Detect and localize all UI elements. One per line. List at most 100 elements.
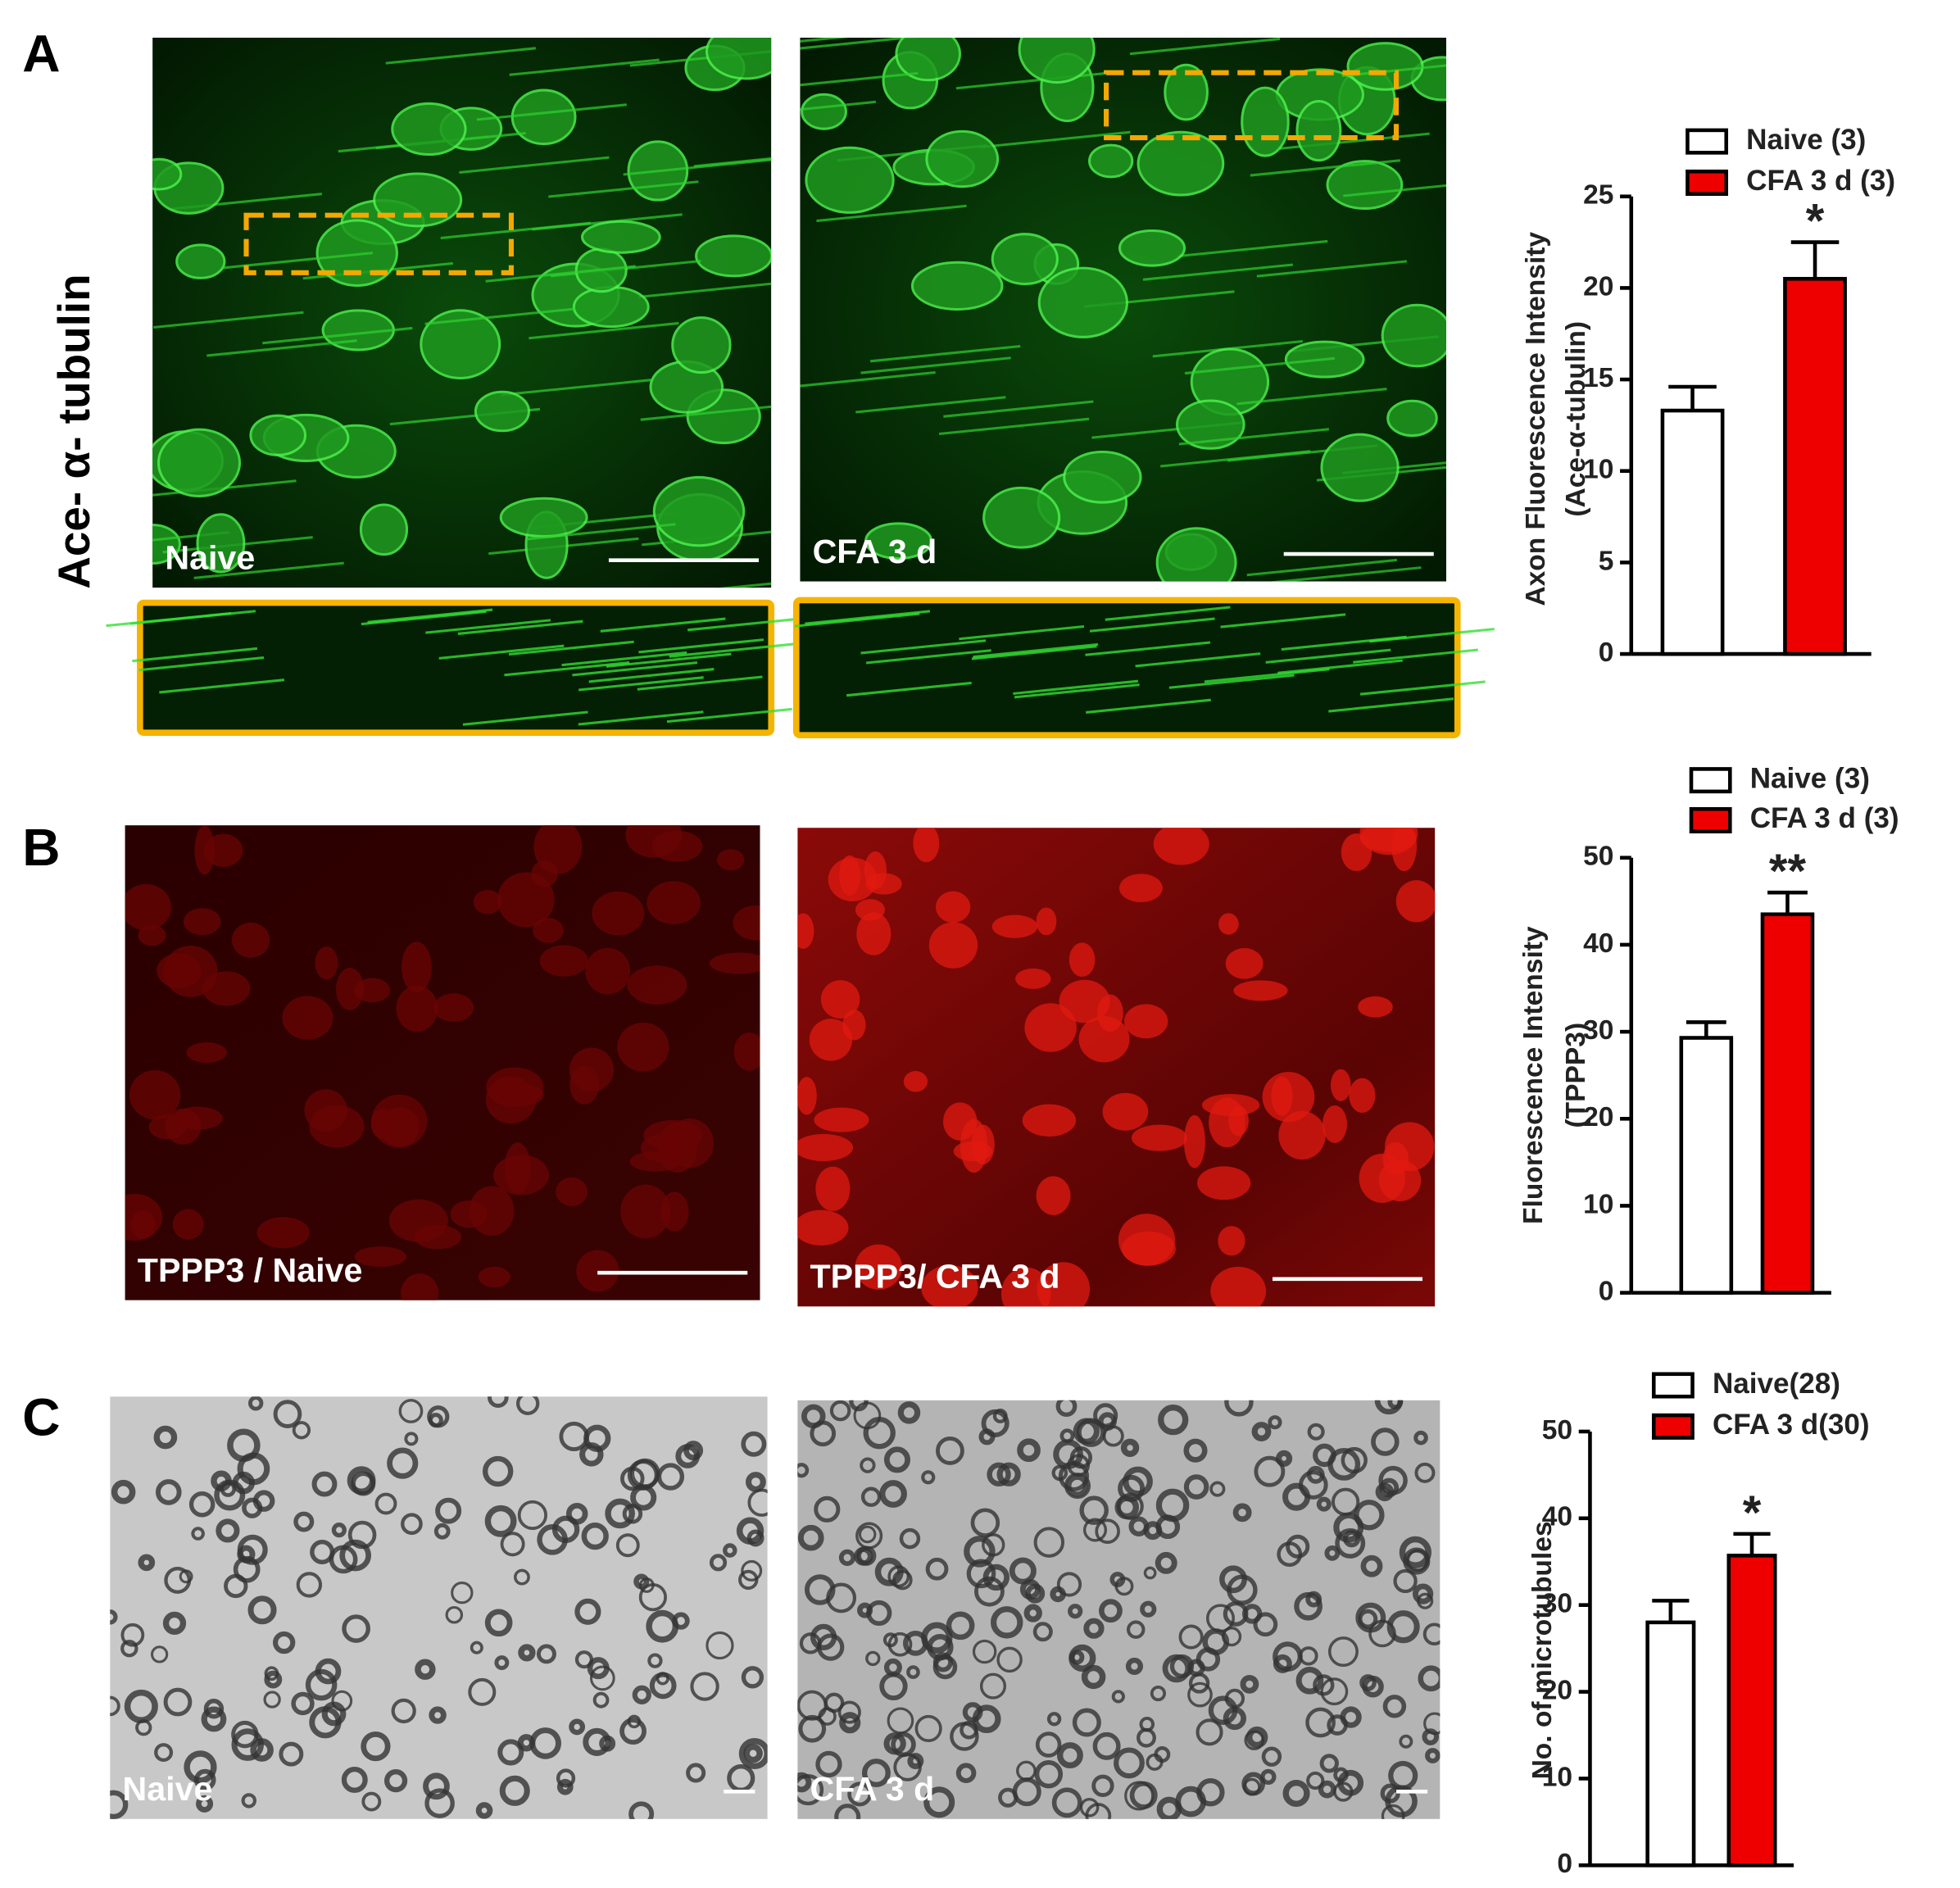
fiber (860, 639, 987, 655)
fiber (637, 282, 772, 298)
profile (837, 1700, 861, 1724)
profile (423, 1772, 450, 1800)
cell (186, 1042, 227, 1063)
image-caption: Naive (123, 1770, 213, 1808)
cell (499, 497, 588, 538)
profile (1318, 1780, 1336, 1799)
profile (1079, 1797, 1100, 1818)
profile (581, 1523, 609, 1550)
profile (866, 1600, 892, 1627)
profile (1413, 1430, 1428, 1446)
legend-label: CFA 3 d(30) (1713, 1409, 1870, 1441)
legend-swatch (1651, 1372, 1695, 1399)
profile (291, 1691, 315, 1716)
profile (619, 1718, 647, 1745)
inset (792, 597, 1461, 739)
profile (647, 1653, 663, 1668)
profile (247, 1595, 277, 1625)
profile (955, 1763, 977, 1784)
y-tick-label: 20 (1542, 1675, 1572, 1705)
profile (860, 1486, 882, 1507)
profile (574, 1598, 601, 1625)
cell (797, 913, 814, 949)
profile (849, 1400, 869, 1412)
cell (474, 390, 531, 433)
fiber (669, 642, 795, 658)
fiber (794, 612, 920, 628)
profile (1083, 1618, 1105, 1639)
profile (273, 1631, 296, 1654)
cell (717, 849, 745, 871)
profile (415, 1659, 436, 1680)
profile (1068, 1604, 1083, 1619)
profile (936, 1436, 964, 1465)
y-tick-label: 10 (1583, 455, 1613, 485)
profile (1183, 1474, 1209, 1500)
y-axis-label: (TPPP3) (1561, 1023, 1591, 1128)
profile (559, 1421, 589, 1451)
image-caption: Naive (165, 539, 255, 577)
fiber (424, 307, 575, 325)
profile (1155, 1551, 1177, 1574)
profile (738, 1569, 759, 1591)
fiber (971, 645, 1097, 660)
cell (991, 233, 1059, 286)
profile (1196, 1647, 1221, 1672)
profile (231, 1728, 265, 1761)
profile (823, 1692, 845, 1713)
profile (241, 1793, 256, 1809)
profile (1035, 1731, 1062, 1758)
profile (470, 1641, 483, 1654)
cell (733, 1032, 760, 1071)
fiber (1359, 680, 1486, 696)
profile (341, 1766, 368, 1793)
cell (982, 486, 1061, 549)
profile (1386, 1610, 1420, 1644)
profile (1158, 1405, 1189, 1436)
cell (373, 172, 463, 228)
profile (1111, 1690, 1125, 1704)
profile (1120, 1438, 1140, 1458)
profile (981, 1409, 1009, 1438)
cell (569, 1047, 615, 1092)
profile (1150, 1685, 1167, 1702)
fiber (501, 379, 651, 397)
image-caption: TPPP3 / Naive (138, 1251, 363, 1289)
profile (1358, 1609, 1378, 1629)
profile (1399, 1536, 1431, 1569)
profile (374, 1492, 397, 1515)
y-axis-label: No. of microtubules (1527, 1521, 1558, 1779)
fiber (973, 642, 1099, 659)
micrograph (152, 38, 772, 588)
profile (296, 1572, 323, 1598)
profile (292, 1421, 311, 1440)
y-tick-label: 10 (1542, 1762, 1572, 1792)
profile (1412, 1583, 1434, 1604)
cell (910, 261, 1004, 311)
y-tick-label: 20 (1583, 1102, 1613, 1132)
profile (632, 1685, 651, 1704)
profile (683, 1441, 704, 1461)
cell (1225, 948, 1264, 979)
cell (506, 1084, 544, 1105)
profile (1222, 1627, 1242, 1647)
profile (387, 1447, 419, 1479)
profile (214, 1479, 246, 1511)
micrograph-bg (797, 828, 1436, 1307)
cell (1197, 1166, 1251, 1200)
profile (1232, 1503, 1252, 1523)
fiber (548, 180, 699, 198)
fiber (193, 561, 344, 579)
profile (237, 1452, 270, 1486)
panel-label: A (22, 24, 60, 83)
cell (1059, 979, 1110, 1023)
profile (1068, 1644, 1096, 1672)
profile (1209, 1481, 1226, 1497)
cell (1341, 833, 1372, 872)
profile (1019, 1579, 1041, 1600)
profile (1333, 1767, 1349, 1783)
profile (1341, 1446, 1368, 1474)
profile (342, 1614, 370, 1643)
profile (690, 1672, 719, 1701)
